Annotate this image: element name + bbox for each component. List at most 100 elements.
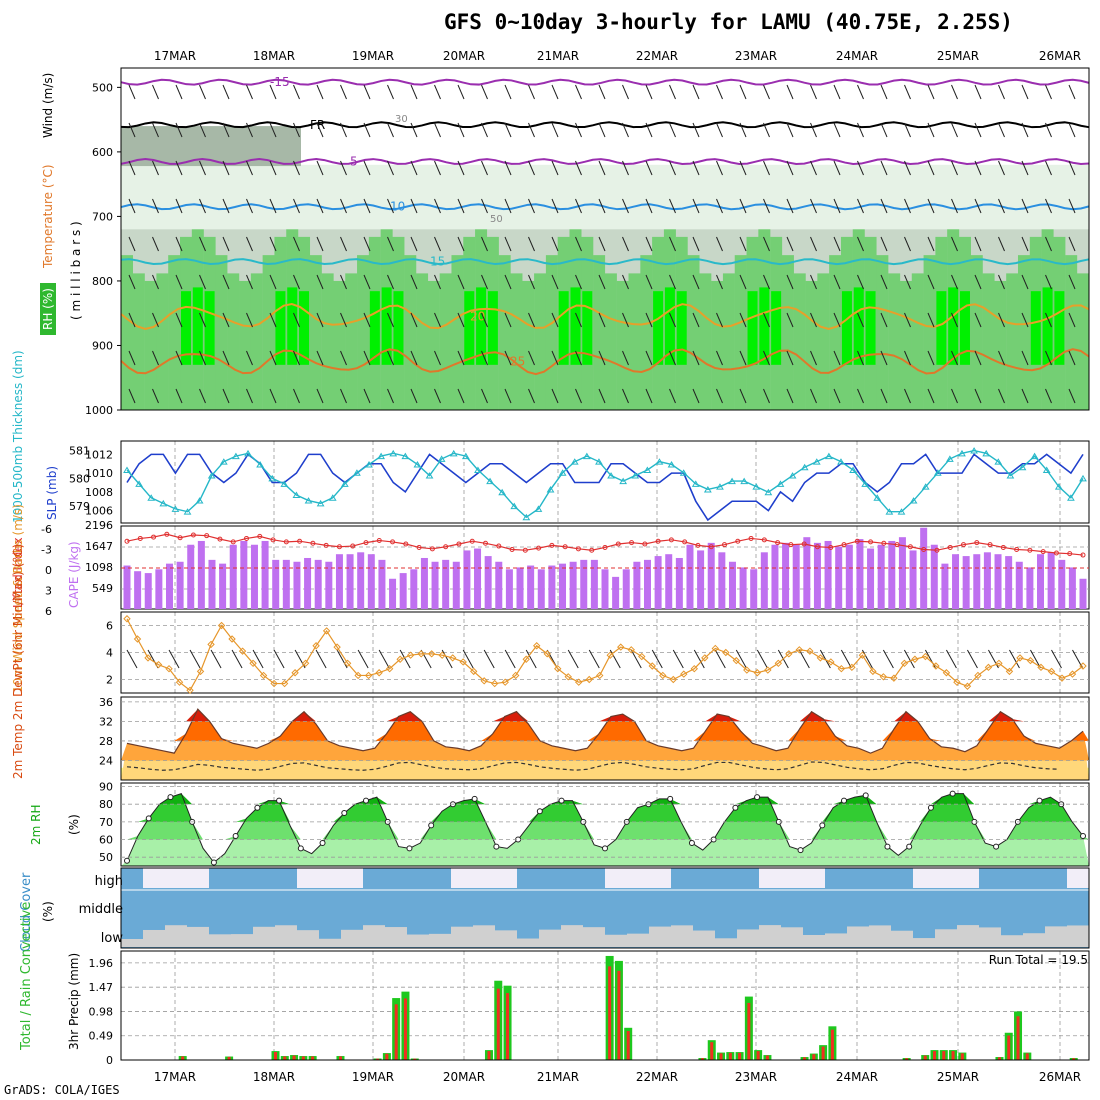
wind-barb (316, 350, 324, 366)
wind-marker (259, 671, 268, 680)
wind-barb (246, 274, 253, 290)
wind-barb (763, 160, 770, 176)
wind-barb (434, 236, 441, 252)
rh-green-column (616, 280, 629, 410)
wind-barb (528, 388, 535, 404)
rh-bright-column (759, 287, 770, 365)
wind-barb (669, 274, 676, 290)
lifted-marker (562, 544, 568, 550)
high-cloud-block (165, 868, 187, 888)
wind-barb (410, 350, 418, 366)
low-cloud-block (121, 939, 143, 947)
wind-barb (340, 350, 347, 366)
wind-barb (481, 122, 488, 138)
lifted-marker (164, 531, 170, 537)
wind-barb (293, 350, 300, 366)
lifted-marker (921, 547, 927, 553)
lifted-marker (350, 543, 356, 549)
isotherm-label: -15 (270, 75, 290, 89)
cape-bar (983, 552, 991, 609)
rh-bright-column (181, 291, 192, 365)
wind-barb (692, 350, 700, 366)
rh-green-column (510, 273, 523, 410)
wind-barb (927, 350, 935, 366)
wind-marker (1037, 663, 1045, 672)
lifted-marker (801, 541, 807, 547)
thickness-marker (1006, 472, 1015, 479)
low-cloud-block (803, 934, 825, 947)
thickness-marker (365, 460, 373, 468)
cape-bar (1005, 556, 1013, 609)
wind-barb (175, 84, 183, 100)
high-cloud-block (759, 868, 781, 888)
wind-barb (387, 274, 394, 290)
wind-barb (246, 236, 253, 252)
wind-barb (716, 84, 723, 100)
rh-bright-column (653, 291, 664, 365)
lifted-marker (735, 538, 741, 544)
wind-barb (763, 350, 770, 366)
lifted-marker (483, 540, 488, 546)
wind-barb (1045, 160, 1052, 176)
thickness-marker (123, 466, 131, 473)
lifted-marker (336, 544, 342, 550)
temp-area-hot (121, 709, 1089, 741)
wind-barb (833, 198, 841, 214)
wind-marker (1047, 667, 1056, 676)
wind-marker (764, 666, 772, 674)
wind-barb (269, 236, 277, 252)
lifted-marker (137, 535, 143, 541)
cape-bar (803, 537, 811, 609)
wind-barb (951, 388, 958, 404)
precip-convective-bar (292, 1055, 296, 1060)
lifted-marker (881, 540, 887, 546)
wind-barb (786, 388, 794, 404)
wind-barb (410, 274, 418, 290)
wind-barb (763, 388, 770, 404)
cape-bar (282, 559, 290, 609)
rh-green-column (1065, 255, 1078, 410)
wind-barb (199, 312, 206, 328)
precip-convective-bar (376, 1058, 380, 1060)
wind-barb (598, 388, 606, 404)
lifted-marker (416, 544, 422, 550)
thickness-marker (1079, 474, 1087, 482)
rh-green-column (215, 255, 228, 410)
wind-marker (249, 659, 257, 668)
rh-bright-column (287, 287, 298, 365)
thickness-marker (982, 449, 991, 457)
wind-barb (951, 350, 958, 366)
wind-barb (363, 350, 371, 366)
wind-barb (316, 388, 324, 404)
rh-bright-column (464, 291, 475, 365)
wind-barb (857, 84, 864, 100)
wind-marker (406, 651, 415, 659)
lifted-marker (615, 541, 621, 547)
date-label-top: 21MAR (537, 49, 579, 63)
low-cloud-block (275, 925, 297, 947)
lifted-marker (761, 537, 767, 543)
wind-barb (692, 198, 700, 214)
surface-wind-barb (903, 649, 915, 669)
surface-rh-tick-label: 80 (99, 798, 113, 811)
wind-barb (575, 160, 582, 176)
cape-bar (420, 557, 428, 609)
low-cloud-block (1001, 935, 1023, 947)
wind-marker (490, 679, 499, 688)
wind-barb (810, 388, 817, 404)
precip-convective-bar (1025, 1053, 1029, 1060)
cape-bar (527, 565, 535, 609)
precip-convective-bar (821, 1046, 825, 1060)
low-cloud-block (231, 934, 253, 947)
precip-frame (120, 950, 1090, 1061)
cape-bar (293, 561, 301, 609)
temp-tick-label: 32 (99, 715, 113, 728)
wind-marker (974, 671, 982, 680)
thickness-marker (921, 483, 930, 490)
isotherm-line (120, 203, 1090, 211)
rh-green-column (593, 255, 606, 410)
rh-bright-column (853, 287, 864, 365)
rh-green-column (1006, 273, 1019, 410)
low-cloud-block (143, 929, 165, 947)
precip-axis-label: 3hr Precip (mm) (67, 953, 81, 1050)
